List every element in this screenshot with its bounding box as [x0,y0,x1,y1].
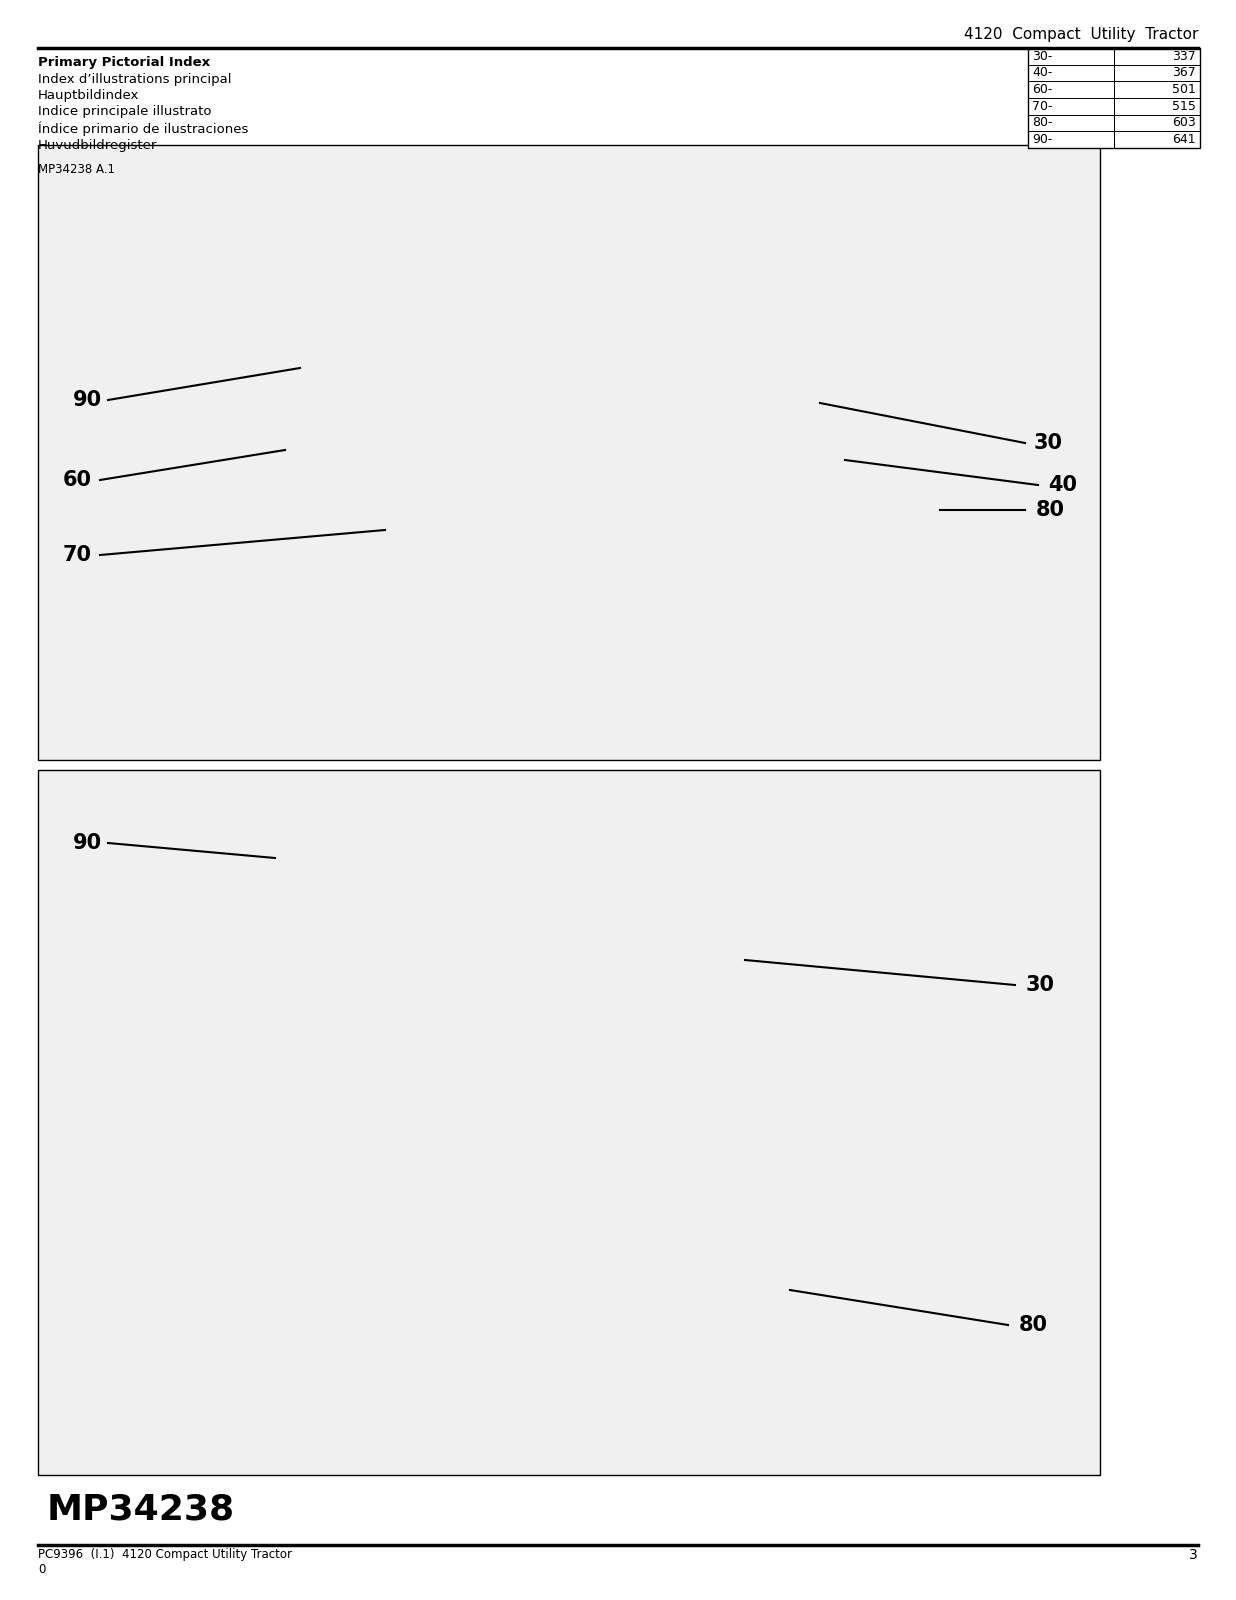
Text: 0: 0 [38,1563,46,1576]
Text: 30-: 30- [1032,50,1052,62]
Text: 90-: 90- [1032,133,1052,146]
Text: 80: 80 [1018,1315,1047,1334]
Text: 90: 90 [73,390,101,410]
Text: 60-: 60- [1032,83,1052,96]
Text: Hauptbildindex: Hauptbildindex [38,90,140,102]
Text: PC9396  (I.1)  4120 Compact Utility Tractor: PC9396 (I.1) 4120 Compact Utility Tracto… [38,1549,292,1562]
Text: Huvudbildregister: Huvudbildregister [38,139,157,152]
Text: 4120  Compact  Utility  Tractor: 4120 Compact Utility Tractor [964,27,1198,42]
Text: 60: 60 [63,470,91,490]
Text: 40: 40 [1048,475,1078,494]
Text: MP34238 A.1: MP34238 A.1 [38,163,115,176]
Text: 80: 80 [1036,499,1064,520]
Text: Indice principale illustrato: Indice principale illustrato [38,106,211,118]
Text: 515: 515 [1172,99,1196,114]
Text: 337: 337 [1172,50,1196,62]
Text: 603: 603 [1172,117,1196,130]
Text: Índice primario de ilustraciones: Índice primario de ilustraciones [38,122,248,136]
Text: 40-: 40- [1032,67,1052,80]
Bar [38,770,1100,1475]
Text: Primary Pictorial Index: Primary Pictorial Index [38,56,210,69]
Text: 80-: 80- [1032,117,1053,130]
Text: 70: 70 [63,546,91,565]
Bar [1028,48,1200,149]
Text: 30: 30 [1026,974,1054,995]
Text: MP34238: MP34238 [47,1491,235,1526]
Text: 3: 3 [1189,1549,1198,1562]
Text: 30: 30 [1033,434,1063,453]
Text: 501: 501 [1172,83,1196,96]
Text: 90: 90 [73,834,101,853]
Bar [38,146,1100,760]
Text: 70-: 70- [1032,99,1053,114]
Text: 641: 641 [1173,133,1196,146]
Text: Index d’illustrations principal: Index d’illustrations principal [38,72,231,85]
Text: 367: 367 [1172,67,1196,80]
